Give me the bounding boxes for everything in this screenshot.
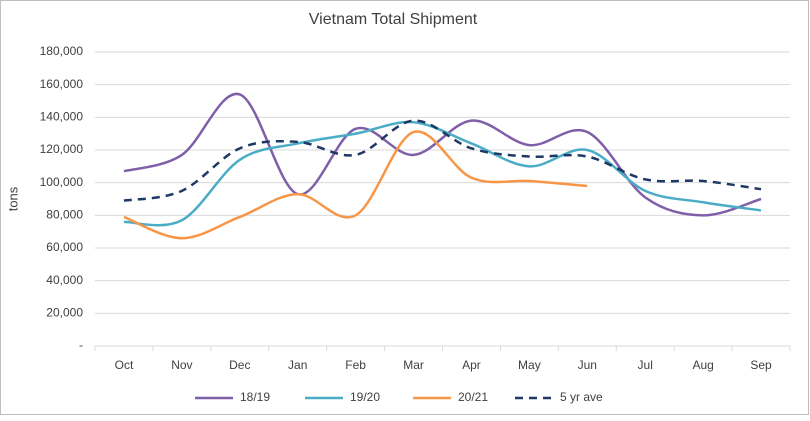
y-tick-label: 100,000 (40, 175, 84, 189)
x-tick-label: Aug (692, 358, 713, 372)
y-tick-label: 40,000 (46, 273, 83, 287)
x-tick-label: May (518, 358, 541, 372)
x-tick-label: Jul (638, 358, 653, 372)
x-tick-label: Oct (115, 358, 134, 372)
chart-title: Vietnam Total Shipment (309, 11, 478, 28)
x-tick-label: Jun (578, 358, 597, 372)
y-tick-label: - (79, 338, 83, 352)
y-tick-label: 120,000 (40, 142, 84, 156)
x-tick-label: Dec (229, 358, 250, 372)
y-tick-label: 60,000 (46, 240, 83, 254)
series-line (123, 92, 762, 217)
x-tick-label: Sep (750, 358, 772, 372)
x-tick-label: Apr (462, 358, 481, 372)
x-tick-label: Jan (288, 358, 307, 372)
x-tick-label: Feb (345, 358, 366, 372)
y-tick-label: 80,000 (46, 208, 83, 222)
legend-label: 20/21 (458, 390, 488, 404)
legend-label: 18/19 (240, 390, 270, 404)
legend-label: 5 yr ave (560, 390, 603, 404)
y-tick-label: 160,000 (40, 77, 84, 91)
series-line (123, 120, 762, 227)
y-tick-label: 20,000 (46, 306, 83, 320)
legend-label: 19/20 (350, 390, 380, 404)
y-tick-label: 140,000 (40, 110, 84, 124)
series-line (123, 119, 762, 202)
series-line (123, 130, 588, 240)
y-tick-label: 180,000 (40, 44, 84, 58)
x-tick-label: Mar (403, 358, 424, 372)
y-axis-label: tons (5, 186, 20, 211)
x-tick-label: Nov (171, 358, 192, 372)
